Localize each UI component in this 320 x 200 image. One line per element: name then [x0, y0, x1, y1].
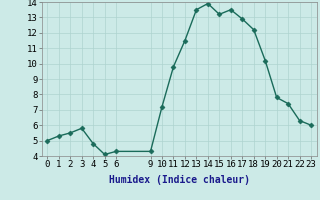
X-axis label: Humidex (Indice chaleur): Humidex (Indice chaleur): [109, 175, 250, 185]
